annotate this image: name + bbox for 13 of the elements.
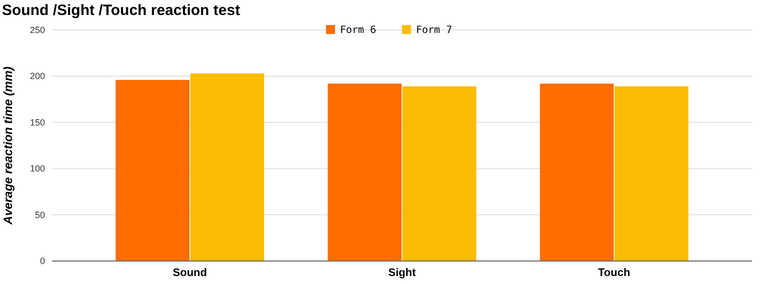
- y-tick-label: 100: [30, 164, 45, 174]
- y-tick-label: 250: [30, 25, 45, 35]
- chart-title: Sound /Sight /Touch reaction test: [2, 2, 240, 19]
- y-tick-label: 50: [34, 210, 45, 220]
- x-tick-label: Sight: [388, 267, 416, 279]
- y-axis-title: Average reaction time (mm): [1, 66, 15, 226]
- x-tick-label: Touch: [598, 267, 630, 279]
- y-tick-label: 150: [30, 117, 45, 128]
- legend-label: Form 6: [340, 25, 376, 36]
- y-tick-label: 0: [40, 256, 45, 266]
- x-tick-label: Sound: [172, 267, 207, 279]
- y-tick-label: 200: [30, 71, 45, 82]
- legend-label: Form 7: [416, 25, 452, 36]
